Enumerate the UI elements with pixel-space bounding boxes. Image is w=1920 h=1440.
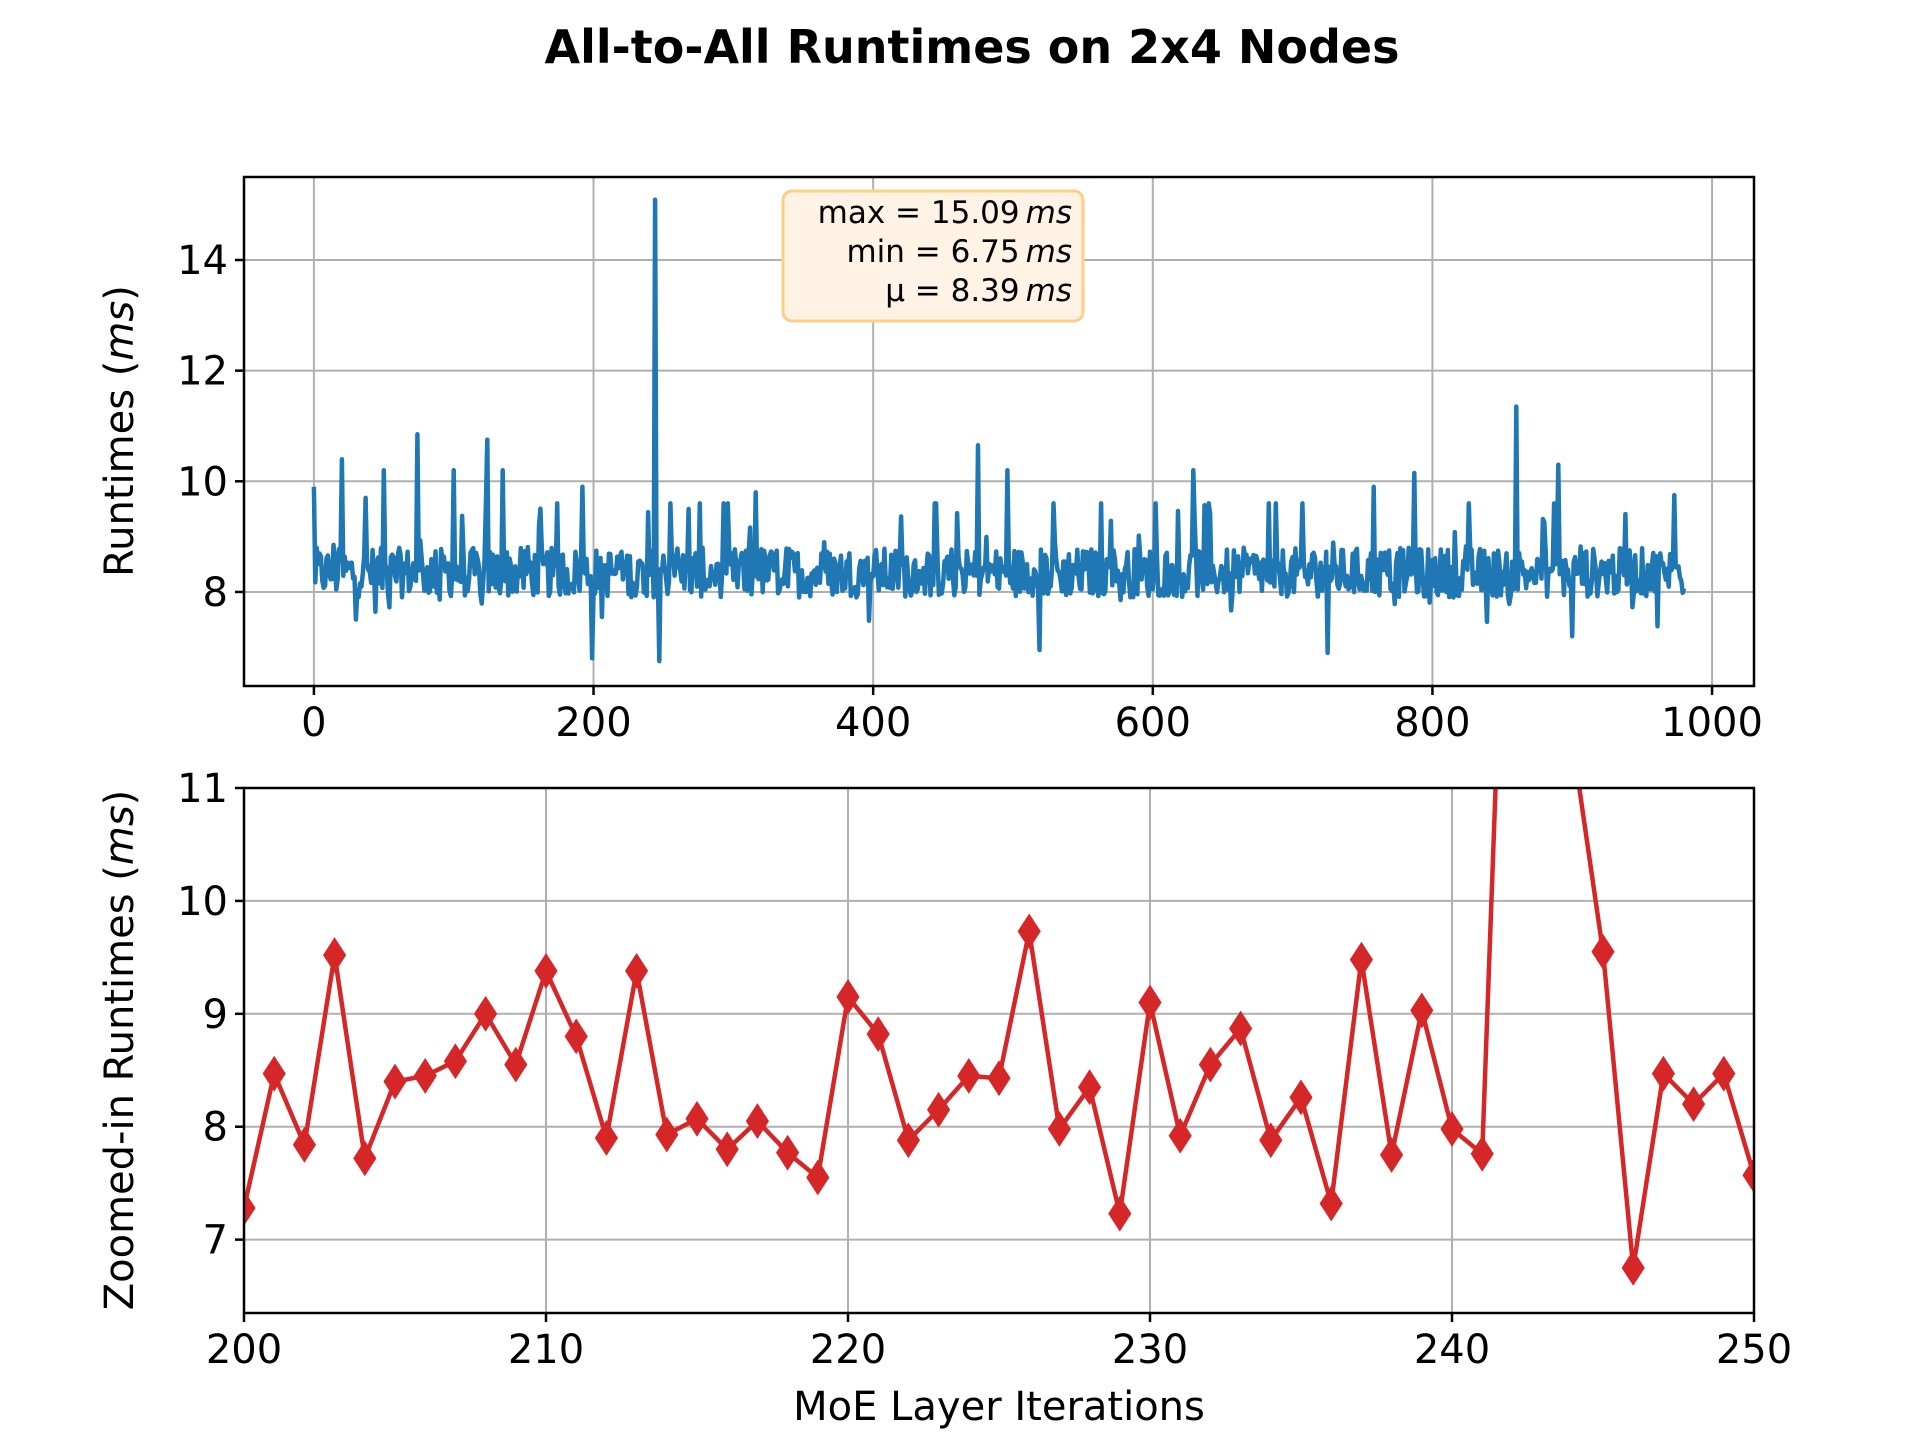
x-tick-label: 250 xyxy=(1716,1327,1792,1373)
y-tick-label: 12 xyxy=(177,349,228,395)
stat-mean: μ = 8.39 ms xyxy=(885,273,1072,309)
diamond-marker xyxy=(1410,992,1434,1029)
runtimes-line xyxy=(311,197,1687,664)
x-tick-label: 0 xyxy=(301,700,326,746)
x-tick-label: 600 xyxy=(1115,700,1191,746)
diamond-marker xyxy=(474,995,498,1032)
x-tick-label: 210 xyxy=(508,1327,584,1373)
diamond-marker xyxy=(866,1016,890,1053)
diamond-marker xyxy=(413,1057,437,1094)
diamond-marker xyxy=(1198,1046,1222,1083)
x-tick-label: 240 xyxy=(1414,1327,1490,1373)
stat-min: min = 6.75 ms xyxy=(846,234,1072,270)
y-tick-label: 8 xyxy=(203,570,228,616)
diamond-marker xyxy=(1289,1079,1313,1116)
diamond-marker xyxy=(244,1190,256,1226)
diamond-marker xyxy=(927,1091,951,1128)
x-tick-label: 800 xyxy=(1394,700,1470,746)
diamond-marker xyxy=(745,1103,769,1139)
top-y-ticks: 8 10 12 14 xyxy=(177,238,244,616)
diamond-marker xyxy=(1470,1135,1494,1172)
diamond-marker xyxy=(1259,1122,1283,1159)
diamond-marker xyxy=(564,1018,588,1055)
diamond-marker xyxy=(1229,1010,1253,1047)
y-tick-label: 8 xyxy=(203,1105,228,1151)
diamond-marker xyxy=(1440,1111,1464,1147)
diamond-marker xyxy=(1017,913,1041,950)
diamond-marker xyxy=(1591,933,1615,970)
zoomed-markers xyxy=(244,309,1754,1286)
y-tick-label: 11 xyxy=(177,766,228,812)
bottom-panel: 200 210 220 230 240 250 7 8 9 10 11 Zoomed-in Run… xyxy=(97,309,1792,1430)
stat-max: max = 15.09 ms xyxy=(818,195,1072,231)
diamond-marker xyxy=(1047,1111,1071,1147)
diamond-marker xyxy=(443,1043,467,1080)
diamond-marker xyxy=(1501,309,1523,343)
y-tick-label: 9 xyxy=(203,992,228,1038)
diamond-marker xyxy=(1742,1157,1754,1194)
y-tick-label: 14 xyxy=(177,238,228,284)
diamond-marker xyxy=(292,1126,316,1163)
diamond-marker xyxy=(776,1134,800,1171)
diamond-marker xyxy=(1108,1195,1132,1232)
diamond-marker xyxy=(655,1116,679,1153)
diamond-marker xyxy=(383,1063,407,1100)
top-axes-frame xyxy=(242,175,1756,688)
x-tick-label: 200 xyxy=(206,1327,282,1373)
diamond-marker xyxy=(1078,1069,1102,1106)
y-tick-label: 10 xyxy=(177,879,228,925)
diamond-marker xyxy=(1349,941,1373,978)
bottom-y-axis-label: Zoomed-in Runtimes (ms) xyxy=(97,790,143,1311)
diamond-marker xyxy=(685,1100,709,1137)
diamond-marker xyxy=(323,937,347,974)
diamond-marker xyxy=(957,1057,981,1094)
diamond-marker xyxy=(896,1122,920,1159)
x-tick-label: 230 xyxy=(1112,1327,1188,1373)
bottom-grid xyxy=(243,787,1755,1313)
bottom-x-ticks: 200 210 220 230 240 250 xyxy=(206,1313,1792,1373)
top-y-axis-label: Runtimes (ms) xyxy=(97,285,143,577)
x-tick-label: 200 xyxy=(555,700,631,746)
x-tick-label: 1000 xyxy=(1661,700,1763,746)
y-tick-label: 10 xyxy=(177,459,228,505)
diamond-marker xyxy=(1712,1055,1736,1092)
diamond-marker xyxy=(625,952,649,989)
diamond-marker xyxy=(353,1140,377,1177)
diamond-marker xyxy=(987,1060,1011,1097)
diamond-marker xyxy=(715,1131,739,1168)
stats-annotation-box xyxy=(781,189,1085,323)
diamond-marker xyxy=(534,952,558,989)
diamond-marker xyxy=(836,978,860,1015)
top-x-ticks: 0 200 400 600 800 1000 xyxy=(301,686,1763,746)
diamond-marker xyxy=(1682,1086,1706,1123)
x-tick-label: 400 xyxy=(835,700,911,746)
x-tick-label: 220 xyxy=(810,1327,886,1373)
bottom-y-ticks: 7 8 9 10 11 xyxy=(177,766,244,1264)
stats-annotation: max = 15.09 ms min = 6.75 ms μ = 8.39 ms xyxy=(781,189,1085,323)
diamond-marker xyxy=(262,1055,286,1092)
diamond-marker xyxy=(806,1159,830,1196)
diamond-marker xyxy=(594,1120,618,1156)
bottom-axes-frame xyxy=(242,786,1756,1315)
figure-title: All-to-All Runtimes on 2x4 Nodes xyxy=(545,20,1400,74)
diamond-marker xyxy=(1138,984,1162,1021)
diamond-marker xyxy=(1168,1117,1192,1154)
diamond-marker xyxy=(504,1046,528,1083)
diamond-marker xyxy=(1319,1185,1343,1222)
y-tick-label: 7 xyxy=(203,1218,228,1264)
x-axis-label: MoE Layer Iterations xyxy=(793,1384,1205,1430)
diamond-marker xyxy=(1651,1055,1675,1092)
diamond-marker xyxy=(1380,1137,1404,1173)
diamond-marker xyxy=(1621,1249,1645,1286)
